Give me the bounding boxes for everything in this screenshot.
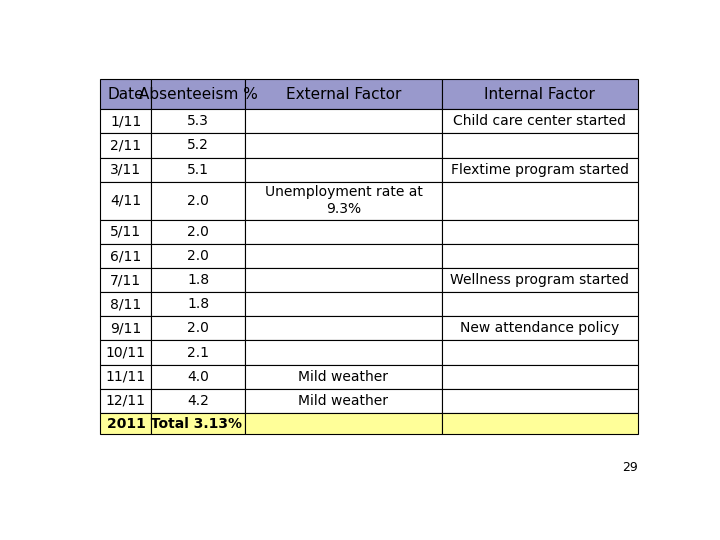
Bar	[151, 158, 246, 181]
Text: 12/11: 12/11	[106, 394, 145, 408]
Text: 29: 29	[622, 461, 638, 474]
Bar	[441, 244, 638, 268]
Text: Unemployment rate at
9.3%: Unemployment rate at 9.3%	[264, 185, 423, 217]
Text: 9/11: 9/11	[110, 321, 141, 335]
Bar	[441, 158, 638, 181]
Bar	[151, 268, 246, 292]
Bar	[441, 181, 638, 220]
Text: 2011 Total 3.13%: 2011 Total 3.13%	[107, 417, 242, 430]
Bar	[441, 316, 638, 341]
Bar	[246, 341, 441, 364]
Bar	[100, 389, 151, 413]
Text: 4.2: 4.2	[187, 394, 209, 408]
Text: Date: Date	[107, 87, 144, 102]
Text: 7/11: 7/11	[110, 273, 141, 287]
Bar	[151, 133, 246, 158]
Bar	[151, 316, 246, 341]
Bar	[441, 364, 638, 389]
Bar	[441, 220, 638, 244]
Bar	[441, 413, 638, 435]
Text: 5.2: 5.2	[187, 138, 209, 152]
Bar	[441, 268, 638, 292]
Bar	[246, 292, 441, 316]
Text: 5.1: 5.1	[187, 163, 210, 177]
Bar	[151, 109, 246, 133]
Bar	[246, 109, 441, 133]
Text: 2.1: 2.1	[187, 346, 210, 360]
Bar	[441, 292, 638, 316]
Bar	[100, 181, 151, 220]
Bar	[246, 133, 441, 158]
Bar	[100, 268, 151, 292]
Bar	[246, 413, 441, 435]
Bar	[246, 244, 441, 268]
Text: Child care center started: Child care center started	[454, 114, 626, 129]
Bar	[100, 79, 151, 109]
Text: Mild weather: Mild weather	[299, 394, 389, 408]
Bar	[246, 79, 441, 109]
Text: 2.0: 2.0	[187, 225, 209, 239]
Bar	[441, 79, 638, 109]
Text: 3/11: 3/11	[110, 163, 141, 177]
Bar	[246, 389, 441, 413]
Bar	[151, 341, 246, 364]
Text: External Factor: External Factor	[286, 87, 401, 102]
Text: Absenteeism %: Absenteeism %	[139, 87, 258, 102]
Bar	[151, 292, 246, 316]
Bar	[100, 109, 151, 133]
Bar	[100, 158, 151, 181]
Text: 10/11: 10/11	[106, 346, 145, 360]
Text: Mild weather: Mild weather	[299, 370, 389, 383]
Bar	[246, 316, 441, 341]
Bar	[246, 158, 441, 181]
Text: 5/11: 5/11	[110, 225, 141, 239]
Bar	[100, 133, 151, 158]
Bar	[246, 220, 441, 244]
Text: 1.8: 1.8	[187, 273, 210, 287]
Bar	[246, 268, 441, 292]
Text: 2.0: 2.0	[187, 194, 209, 208]
Bar	[151, 181, 246, 220]
Bar	[100, 316, 151, 341]
Text: New attendance policy: New attendance policy	[460, 321, 619, 335]
Bar	[151, 364, 246, 389]
Bar	[441, 133, 638, 158]
Text: 6/11: 6/11	[110, 249, 141, 263]
Text: Flextime program started: Flextime program started	[451, 163, 629, 177]
Bar	[100, 413, 151, 435]
Text: 2/11: 2/11	[110, 138, 141, 152]
Text: 4.0: 4.0	[187, 370, 209, 383]
Text: 2.0: 2.0	[187, 249, 209, 263]
Bar	[100, 364, 151, 389]
Bar	[100, 341, 151, 364]
Text: 5.3: 5.3	[187, 114, 209, 129]
Text: 1/11: 1/11	[110, 114, 141, 129]
Bar	[151, 244, 246, 268]
Bar	[246, 181, 441, 220]
Text: 8/11: 8/11	[110, 298, 141, 311]
Text: 2.0: 2.0	[187, 321, 209, 335]
Bar	[246, 364, 441, 389]
Text: 11/11: 11/11	[106, 370, 145, 383]
Bar	[100, 292, 151, 316]
Bar	[151, 413, 246, 435]
Bar	[441, 109, 638, 133]
Text: 4/11: 4/11	[110, 194, 141, 208]
Text: 1.8: 1.8	[187, 298, 210, 311]
Bar	[100, 220, 151, 244]
Bar	[151, 220, 246, 244]
Bar	[151, 79, 246, 109]
Text: Internal Factor: Internal Factor	[485, 87, 595, 102]
Text: Wellness program started: Wellness program started	[450, 273, 629, 287]
Bar	[441, 341, 638, 364]
Bar	[151, 389, 246, 413]
Bar	[100, 244, 151, 268]
Bar	[441, 389, 638, 413]
